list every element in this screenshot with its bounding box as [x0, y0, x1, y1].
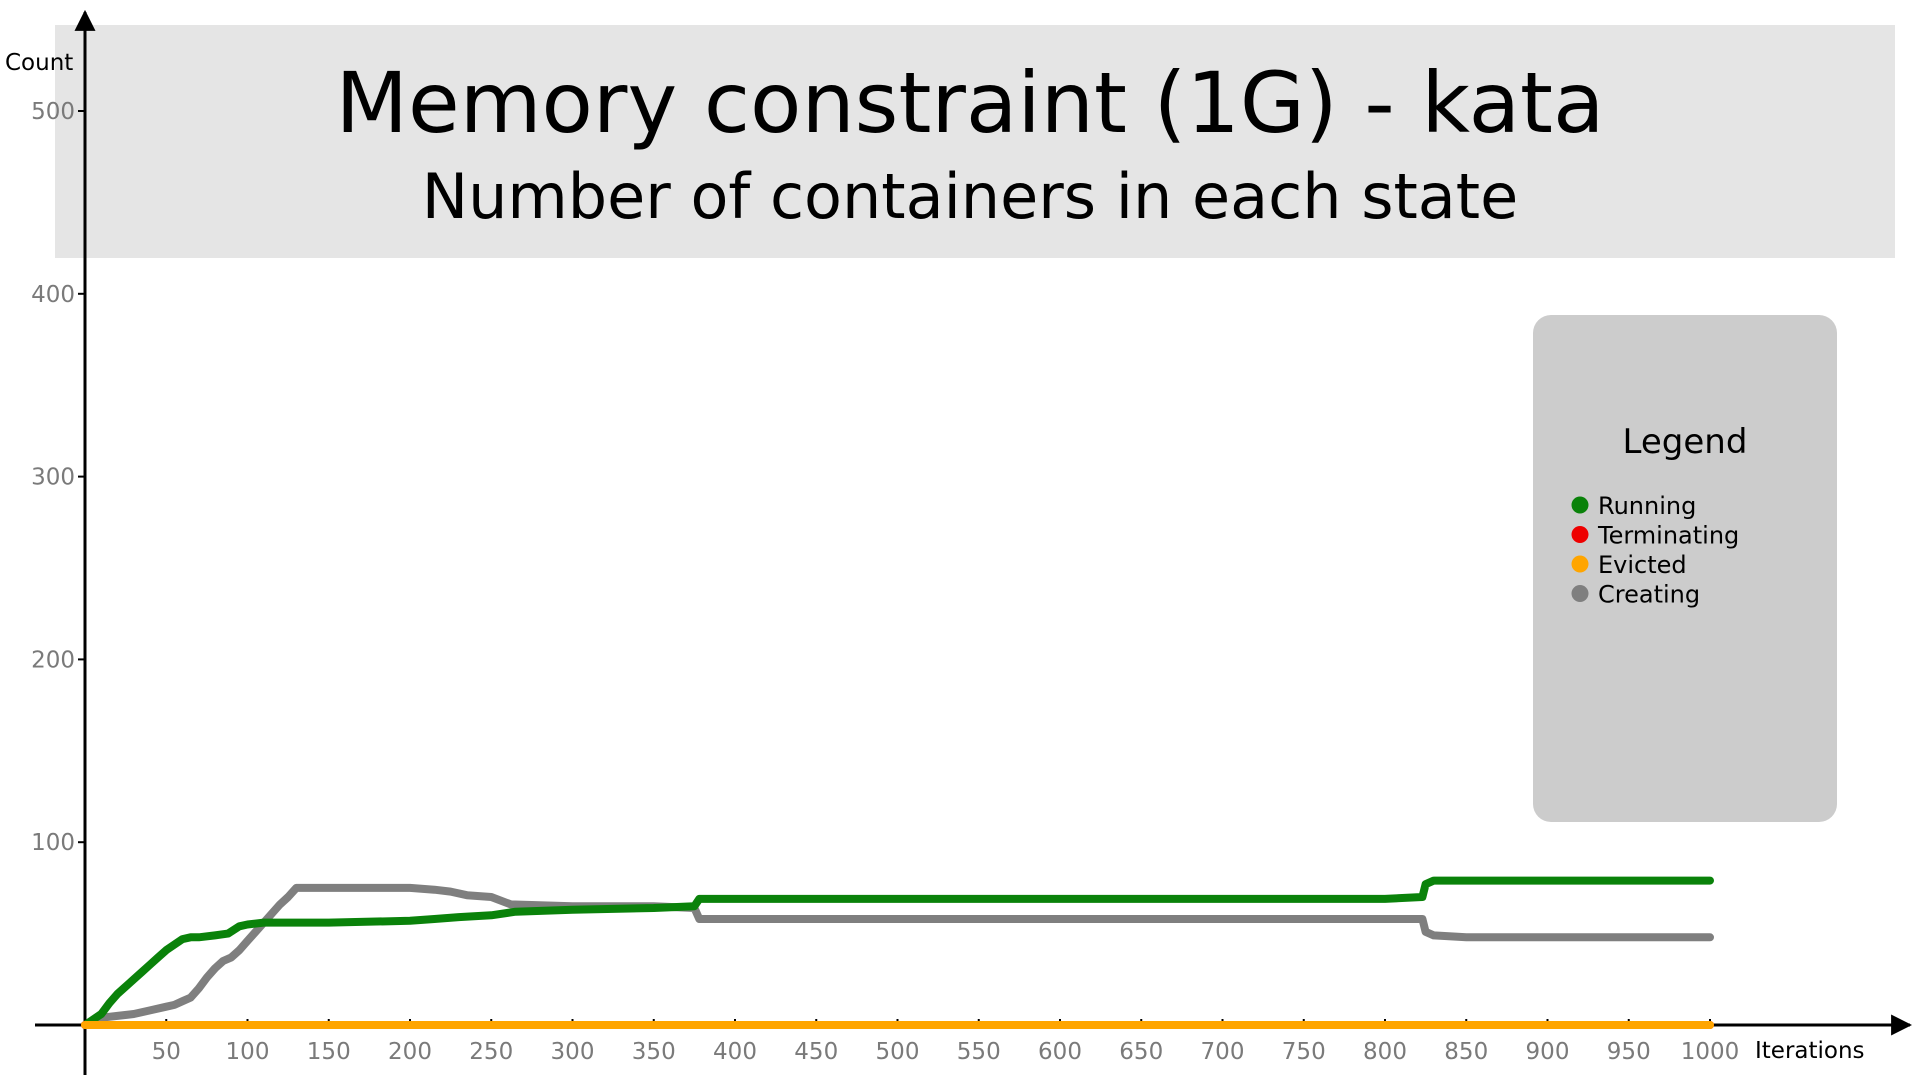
- x-tick-label: 400: [713, 1039, 757, 1065]
- chart-title: Memory constraint (1G) - kata: [336, 54, 1605, 152]
- y-axis-label: Count: [5, 50, 73, 76]
- legend-label-evicted: Evicted: [1598, 551, 1687, 579]
- x-tick-label: 700: [1201, 1039, 1245, 1065]
- series-line-running: [81, 876, 1714, 1029]
- x-tick-label: 850: [1444, 1039, 1488, 1065]
- x-tick-label: 900: [1526, 1039, 1570, 1065]
- y-tick-label: 100: [31, 830, 75, 856]
- y-tick-label: 200: [31, 647, 75, 673]
- y-tick-label: 500: [31, 99, 75, 125]
- series-line-creating: [81, 883, 1714, 1029]
- x-tick-label: 100: [226, 1039, 270, 1065]
- x-tick-label: 750: [1282, 1039, 1326, 1065]
- legend-box: [1533, 315, 1837, 822]
- legend-marker-running: [1571, 496, 1589, 514]
- x-ticks: 50 100 150 200 250 300 350 400 450 500 550 600 650 70…: [152, 1019, 1740, 1065]
- title-banner: [55, 25, 1895, 258]
- x-tick-label: 200: [388, 1039, 432, 1065]
- x-axis-label: Iterations: [1755, 1038, 1865, 1064]
- x-tick-label: 600: [1038, 1039, 1082, 1065]
- x-tick-label: 250: [469, 1039, 513, 1065]
- chart-subtitle: Number of containers in each state: [422, 160, 1519, 233]
- x-tick-label: 300: [551, 1039, 595, 1065]
- x-tick-label: 450: [794, 1039, 838, 1065]
- series-layer: [81, 876, 1714, 1029]
- x-tick-label: 500: [876, 1039, 920, 1065]
- y-tick-label: 400: [31, 282, 75, 308]
- x-tick-label: 550: [957, 1039, 1001, 1065]
- x-tick-label: 50: [152, 1039, 181, 1065]
- legend-marker-evicted: [1571, 555, 1589, 573]
- y-ticks: 100 200 300 400 500: [31, 99, 85, 856]
- x-tick-label: 650: [1119, 1039, 1163, 1065]
- y-tick-label: 300: [31, 465, 75, 491]
- legend-label-creating: Creating: [1598, 581, 1700, 609]
- x-tick-label: 800: [1363, 1039, 1407, 1065]
- legend-label-running: Running: [1598, 492, 1696, 520]
- x-tick-label: 1000: [1681, 1039, 1740, 1065]
- x-tick-label: 950: [1607, 1039, 1651, 1065]
- legend-title: Legend: [1623, 422, 1748, 462]
- x-tick-label: 150: [307, 1039, 351, 1065]
- legend-label-terminating: Terminating: [1597, 522, 1739, 550]
- legend-marker-creating: [1571, 585, 1589, 602]
- x-tick-label: 350: [632, 1039, 676, 1065]
- legend-marker-terminating: [1571, 526, 1589, 543]
